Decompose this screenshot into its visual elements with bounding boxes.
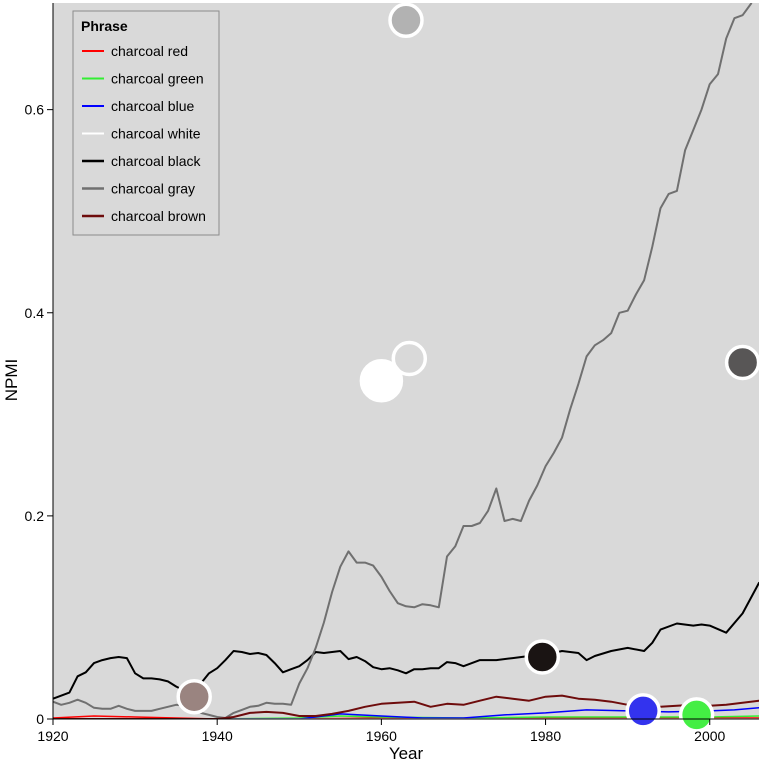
legend-label: charcoal gray [111, 181, 195, 197]
y-tick-label: 0.4 [25, 305, 45, 321]
legend: Phrase charcoal red charcoal green charcoa… [72, 10, 220, 236]
marker-circle [524, 639, 561, 675]
y-tick-label: 0.2 [25, 508, 45, 524]
x-tick-label: 2000 [694, 728, 725, 744]
x-axis-ticks: 1920 1940 1960 1980 2000 [37, 719, 726, 744]
y-axis-ticks: 0 0.2 0.4 0.6 [25, 102, 53, 727]
marker-circle [724, 344, 761, 381]
endpoint-markers [176, 2, 761, 733]
y-tick-label: 0.6 [25, 102, 45, 118]
legend-label: charcoal black [111, 153, 201, 169]
x-tick-label: 1940 [202, 728, 233, 744]
x-tick-label: 1920 [37, 728, 68, 744]
series-line-charcoal-gray [53, 3, 753, 719]
marker-circle [625, 693, 661, 729]
legend-label: charcoal white [111, 126, 201, 142]
legend-box [72, 10, 220, 236]
marker-circle [388, 2, 424, 39]
marker-circle [391, 340, 428, 377]
x-tick-label: 1980 [530, 728, 561, 744]
marker-circle [359, 359, 404, 403]
marker-circle [176, 678, 212, 715]
y-tick-label: 0 [36, 711, 44, 727]
x-tick-label: 1960 [366, 728, 397, 744]
x-axis-title: Year [389, 744, 424, 763]
legend-label: charcoal blue [111, 98, 194, 114]
series-line-charcoal-black [53, 581, 759, 700]
legend-title: Phrase [81, 18, 128, 34]
legend-label: charcoal brown [111, 208, 206, 224]
legend-label: charcoal red [111, 43, 188, 59]
y-axis-title: NPMI [2, 359, 21, 402]
marker-circle [678, 697, 715, 733]
legend-label: charcoal green [111, 71, 204, 87]
